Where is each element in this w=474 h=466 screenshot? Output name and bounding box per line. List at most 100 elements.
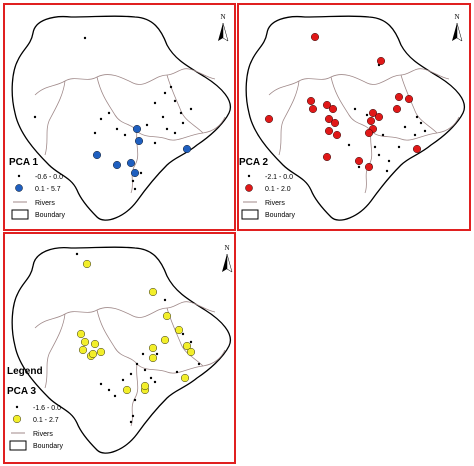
legend-boundary-label: Boundary xyxy=(35,212,65,219)
map-canvas-pca3: N Legend PCA 3 -1.6 - 0.0 0.1 - 2.7 Rive… xyxy=(7,244,233,454)
sample-point-high xyxy=(88,349,97,358)
legend-class-low: -1.6 - 0.0 xyxy=(33,405,61,412)
sample-point-high xyxy=(148,343,157,352)
legend-title: PCA 2 xyxy=(239,157,269,168)
sample-point-low xyxy=(173,99,177,103)
sample-point-low xyxy=(107,388,111,392)
sample-point-high xyxy=(162,311,171,320)
sample-point-low xyxy=(163,298,167,302)
sample-point-high xyxy=(354,156,363,165)
north-label: N xyxy=(220,13,225,21)
north-arrow: N xyxy=(222,244,233,273)
sample-point-high xyxy=(330,118,339,127)
sample-point-low xyxy=(181,332,185,336)
sample-point-high xyxy=(368,108,377,117)
legend-pca2: PCA 2 -2.1 - 0.0 0.1 - 2.0 Rivers Bounda… xyxy=(239,157,295,220)
sample-point-high xyxy=(324,114,333,123)
sample-point-low xyxy=(413,133,417,137)
sample-point-high xyxy=(328,104,337,113)
legend-large-dot xyxy=(12,415,21,424)
study-area-boundary xyxy=(11,246,231,454)
sample-point-high xyxy=(90,339,99,348)
sample-point-high xyxy=(182,144,191,153)
sample-point-high xyxy=(374,112,383,121)
legend-class-high: 0.1 - 5.7 xyxy=(35,186,61,193)
sample-point-low xyxy=(189,107,193,111)
sample-point-high xyxy=(308,104,317,113)
sample-point-low xyxy=(141,352,145,356)
north-arrow: N xyxy=(218,13,229,42)
sample-point-low xyxy=(129,372,133,376)
legend-rivers-label: Rivers xyxy=(265,200,285,207)
sample-point-high xyxy=(82,260,91,269)
legend-class-high: 0.1 - 2.0 xyxy=(265,186,291,193)
sample-point-high xyxy=(366,116,375,125)
sample-points-pca2 xyxy=(265,33,427,173)
sample-point-low xyxy=(113,394,117,398)
legend-boundary-label: Boundary xyxy=(33,443,63,450)
legend-small-dot xyxy=(15,405,19,409)
sample-points-pca3 xyxy=(75,252,201,424)
legend-boundary-swatch xyxy=(9,440,27,451)
sample-point-low xyxy=(33,115,37,119)
sample-point-high xyxy=(134,136,143,145)
sample-point-high xyxy=(376,57,385,66)
map-panel-pca2: N PCA 2 -2.1 - 0.0 0.1 - 2.0 Rivers Boun… xyxy=(237,3,471,231)
study-area-boundary xyxy=(11,15,231,221)
sample-point-low xyxy=(175,370,179,374)
sample-point-high xyxy=(112,160,121,169)
sample-point-low xyxy=(83,36,87,40)
sample-point-low xyxy=(135,362,139,366)
sample-point-low xyxy=(107,111,111,115)
sample-point-low xyxy=(373,145,377,149)
sample-point-low xyxy=(365,113,369,117)
legend-large-dot xyxy=(245,184,253,192)
sample-point-high xyxy=(76,329,85,338)
legend-rivers-label: Rivers xyxy=(33,431,53,438)
sample-point-low xyxy=(377,153,381,157)
legend-pca3: Legend PCA 3 -1.6 - 0.0 0.1 - 2.7 Rivers… xyxy=(7,366,63,451)
sample-point-high xyxy=(180,373,189,382)
sample-point-high xyxy=(392,104,401,113)
sample-point-low xyxy=(75,252,79,256)
sample-point-high xyxy=(322,152,331,161)
legend-class-high: 0.1 - 2.7 xyxy=(33,417,59,424)
sample-point-high xyxy=(92,150,101,159)
sample-point-low xyxy=(179,111,183,115)
sample-point-low xyxy=(133,398,137,402)
legend-boundary-swatch xyxy=(11,209,29,220)
legend-heading: Legend xyxy=(7,366,43,377)
sample-point-low xyxy=(197,362,201,366)
sample-point-high xyxy=(122,385,131,394)
sample-point-low xyxy=(387,159,391,163)
sample-point-low xyxy=(139,171,143,175)
sample-point-high xyxy=(80,337,89,346)
sample-point-high xyxy=(174,325,183,334)
sample-point-high xyxy=(394,92,403,101)
sample-point-high xyxy=(148,288,157,297)
sample-point-high xyxy=(322,100,331,109)
sample-point-high xyxy=(78,345,87,354)
legend-small-dot xyxy=(17,174,21,178)
sample-point-low xyxy=(99,382,103,386)
sample-points-pca1 xyxy=(33,36,193,191)
sample-point-high xyxy=(404,94,413,103)
rivers xyxy=(34,68,226,194)
sample-point-low xyxy=(385,169,389,173)
rivers xyxy=(34,301,226,427)
north-label: N xyxy=(224,244,229,252)
legend-large-dot xyxy=(15,184,23,192)
rivers xyxy=(268,68,460,194)
sample-point-high xyxy=(126,158,135,167)
sample-point-low xyxy=(357,165,361,169)
sample-point-low xyxy=(123,133,127,137)
sample-point-low xyxy=(121,378,125,382)
sample-point-low xyxy=(161,115,165,119)
map-panel-pca3: N Legend PCA 3 -1.6 - 0.0 0.1 - 2.7 Rive… xyxy=(3,232,236,464)
sample-point-high xyxy=(148,353,157,362)
sample-point-low xyxy=(423,129,427,133)
sample-point-low xyxy=(149,376,153,380)
sample-point-high xyxy=(364,128,373,137)
sample-point-low xyxy=(155,352,159,356)
sample-point-high xyxy=(140,381,149,390)
